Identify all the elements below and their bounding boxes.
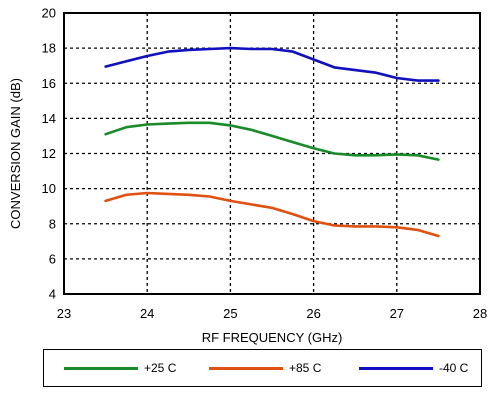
legend-label-plus85c: +85 C (289, 361, 322, 375)
x-tick-label: 25 (223, 306, 237, 321)
y-tick-label: 14 (42, 111, 56, 126)
x-tick-label: 26 (306, 306, 320, 321)
legend-item-plus25c: +25 C (64, 350, 176, 386)
y-tick-label: 6 (49, 251, 56, 266)
x-tick-label: 27 (390, 306, 404, 321)
x-tick-label: 23 (57, 306, 71, 321)
legend-label-plus25c: +25 C (144, 361, 177, 375)
series-line-0 (104, 121, 440, 161)
y-tick-label: 20 (42, 6, 56, 21)
y-tick-label: 12 (42, 146, 56, 161)
y-axis-label: CONVERSION GAIN (dB) (8, 78, 23, 229)
y-tick-label: 4 (49, 287, 56, 302)
legend-item-minus40c: -40 C (359, 350, 468, 386)
y-tick-label: 8 (49, 216, 56, 231)
legend-label-minus40c: -40 C (439, 361, 469, 375)
series-line-1 (104, 191, 440, 238)
conversion-gain-chart: 23 24 25 26 27 28 4 6 8 10 12 14 16 18 20 RF FREQUENCY… (8, 6, 488, 346)
plot-frame (63, 12, 481, 295)
legend: +25 C +85 C -40 C (43, 349, 482, 387)
legend-item-plus85c: +85 C (209, 350, 321, 386)
legend-swatch-plus25c (64, 366, 138, 370)
y-tick-label: 16 (42, 76, 56, 91)
tick-labels: 23 24 25 26 27 28 4 6 8 10 12 14 16 18 20 (42, 6, 488, 322)
y-tick-label: 18 (42, 41, 56, 56)
y-tick-label: 10 (42, 181, 56, 196)
series-lines (104, 46, 440, 238)
x-axis-label: RF FREQUENCY (GHz) (202, 330, 343, 345)
series-line-2 (104, 46, 440, 82)
legend-swatch-plus85c (209, 366, 283, 370)
x-tick-label: 28 (473, 306, 487, 321)
grid (64, 13, 480, 294)
x-tick-label: 24 (140, 306, 154, 321)
legend-swatch-minus40c (359, 366, 433, 370)
